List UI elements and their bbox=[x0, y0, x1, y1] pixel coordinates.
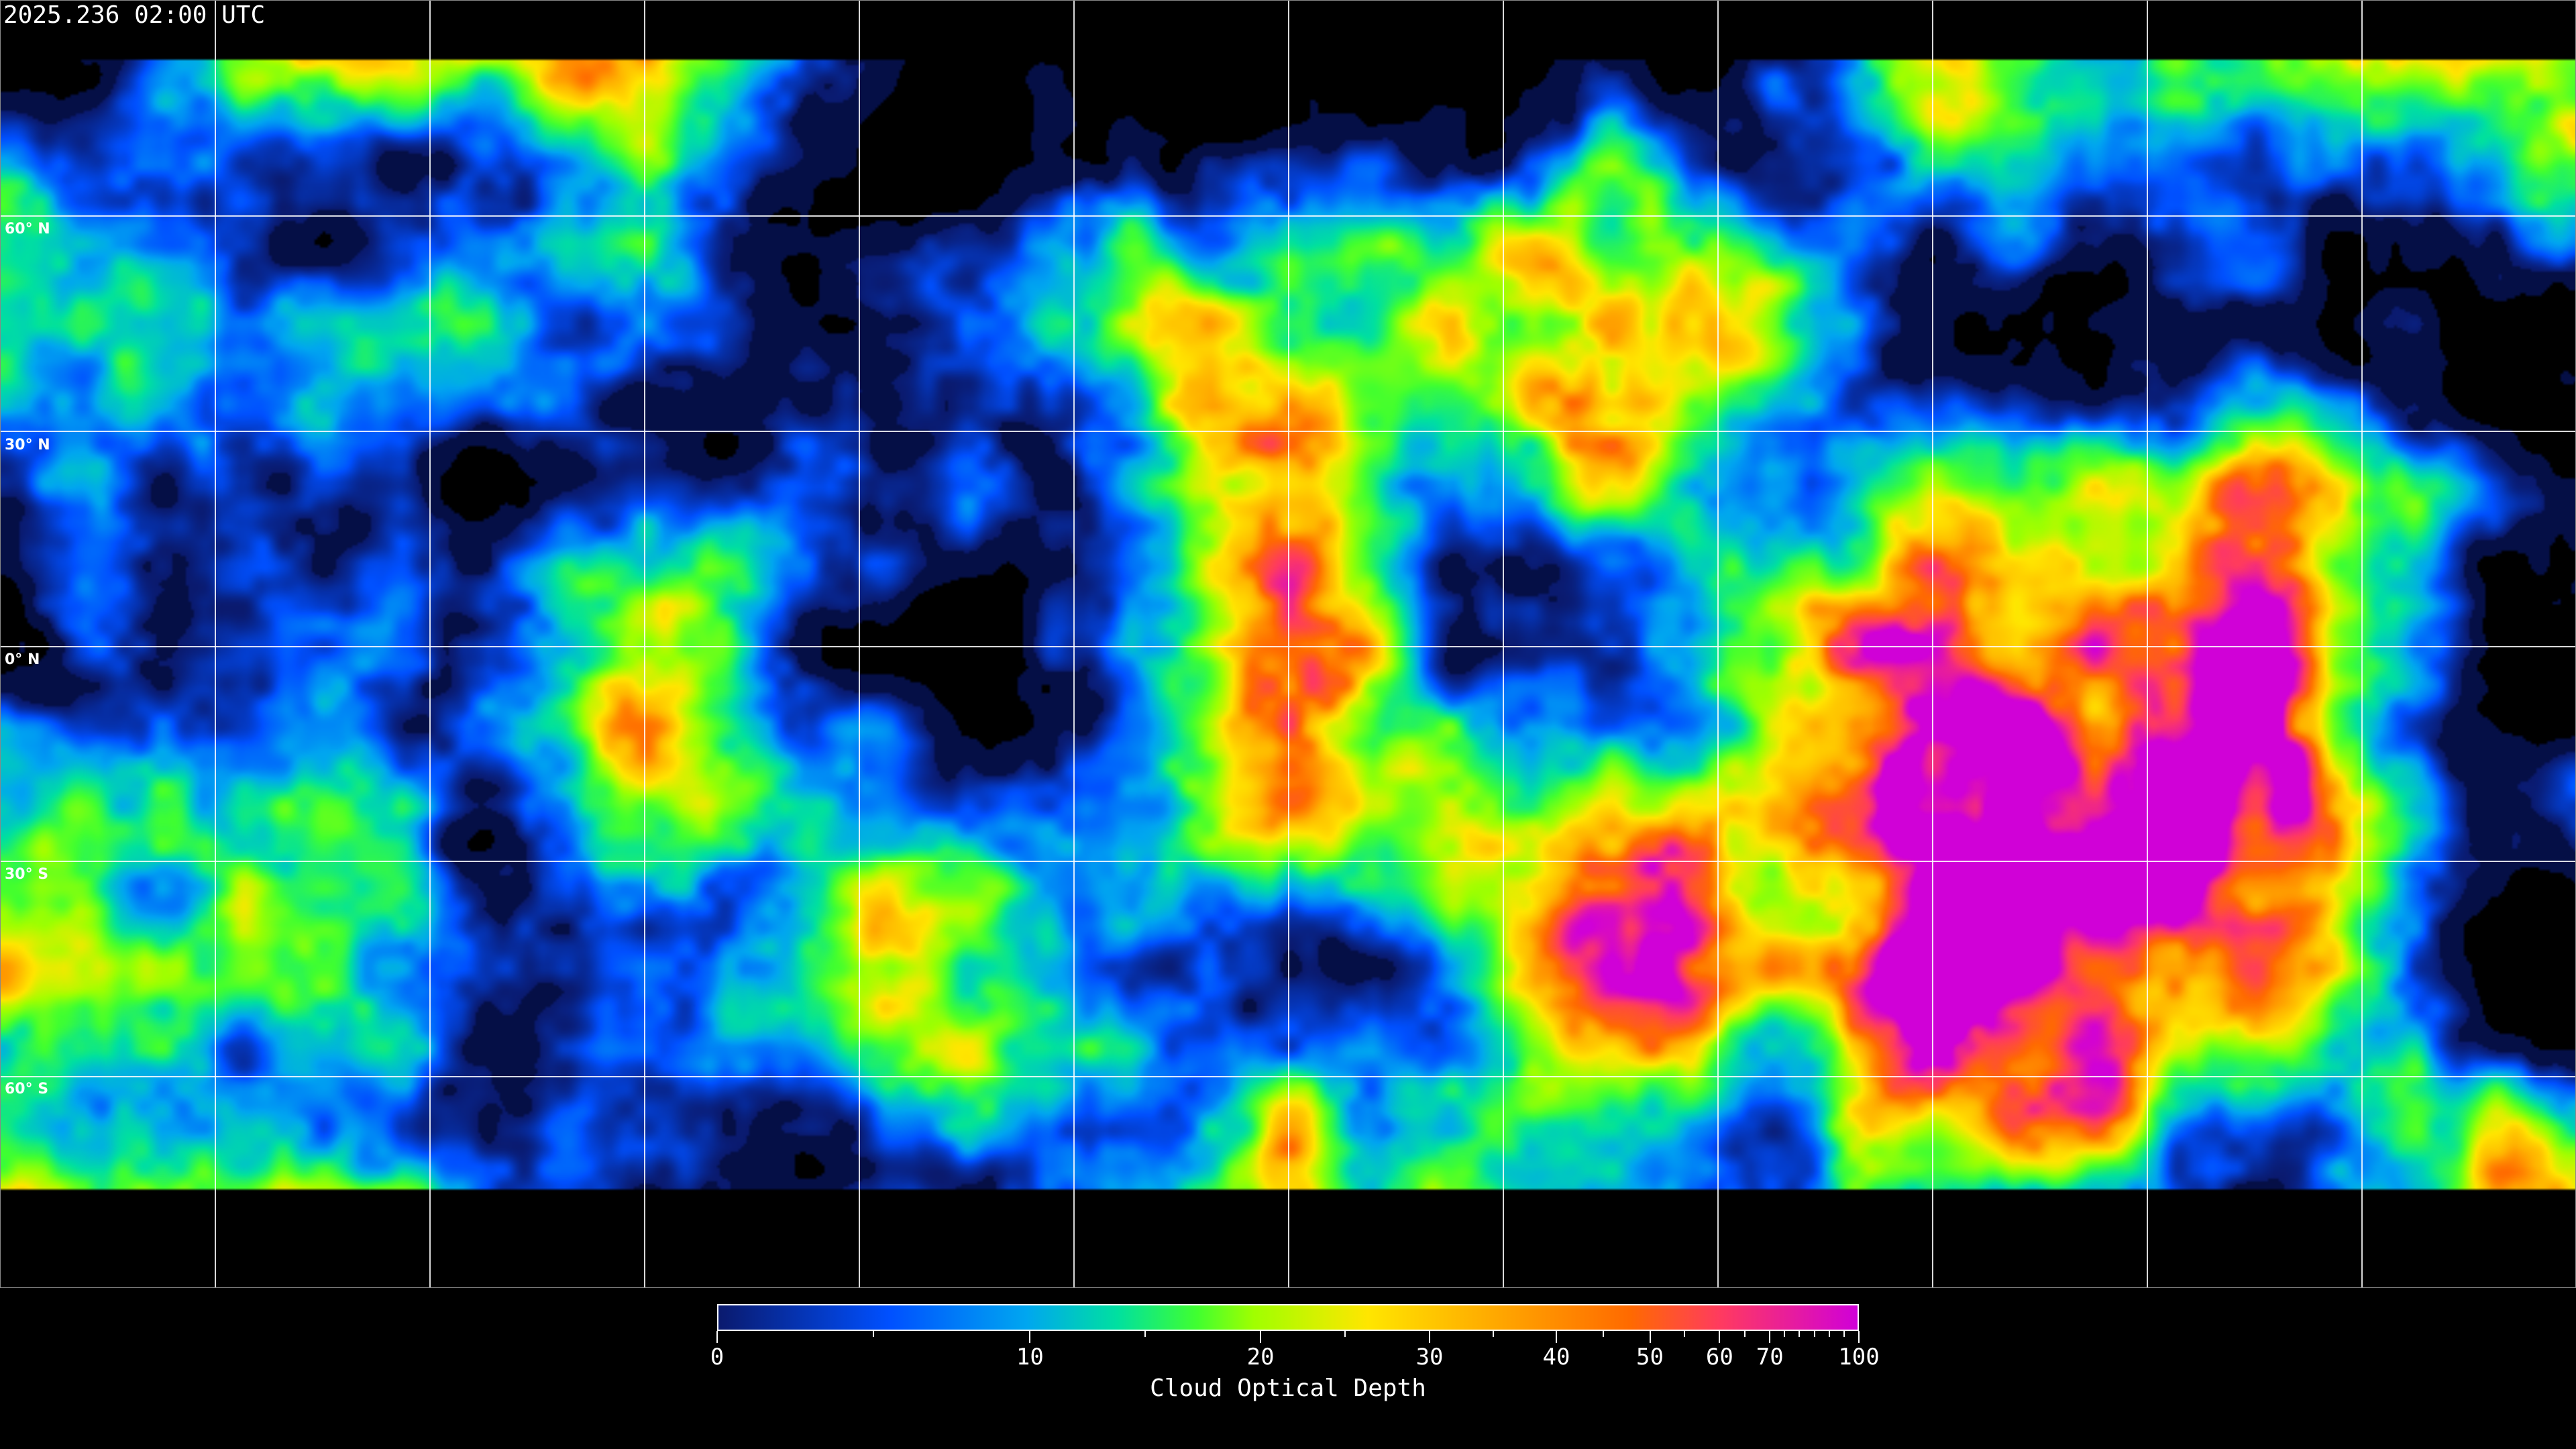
colorbar-minor-tick bbox=[1492, 1331, 1494, 1337]
colorbar-minor-tick bbox=[1828, 1331, 1830, 1337]
lat-label-60n: 60° N bbox=[5, 221, 50, 237]
cloud-optical-depth-map: 60° N 30° N 0° N 30° S 60° S 2025.236 02… bbox=[0, 0, 2576, 1288]
colorbar-major-tick bbox=[716, 1331, 718, 1343]
colorbar-major-tick bbox=[1719, 1331, 1721, 1343]
latitude-gridline bbox=[1, 645, 2575, 647]
colorbar-minor-tick bbox=[1602, 1331, 1604, 1337]
colorbar-major-tick bbox=[1649, 1331, 1651, 1343]
timestamp-title: 2025.236 02:00 UTC bbox=[3, 1, 266, 29]
longitude-gridline bbox=[2361, 1, 2363, 1287]
colorbar-tick-label: 0 bbox=[710, 1344, 724, 1371]
longitude-gridline bbox=[2147, 1, 2148, 1287]
longitude-gridline bbox=[1932, 1, 1933, 1287]
colorbar-tick-label: 30 bbox=[1415, 1344, 1444, 1371]
colorbar-minor-tick bbox=[1843, 1331, 1845, 1337]
colorbar-tick-label: 100 bbox=[1838, 1344, 1880, 1371]
lat-label-30n: 30° N bbox=[5, 437, 50, 453]
colorbar-major-tick bbox=[1029, 1331, 1031, 1343]
colorbar-tick-label: 50 bbox=[1636, 1344, 1664, 1371]
colorbar-minor-tick bbox=[873, 1331, 875, 1337]
colorbar-minor-tick bbox=[1684, 1331, 1686, 1337]
colorbar-major-tick bbox=[1858, 1331, 1860, 1343]
lat-label-60s: 60° S bbox=[5, 1081, 49, 1097]
colorbar-minor-tick bbox=[1144, 1331, 1146, 1337]
latitude-gridline bbox=[1, 1076, 2575, 1078]
colorbar-tick-label: 70 bbox=[1756, 1344, 1784, 1371]
colorbar-minor-tick bbox=[1344, 1331, 1346, 1337]
colorbar-minor-tick bbox=[1799, 1331, 1801, 1337]
lat-label-0n: 0° N bbox=[5, 651, 40, 668]
colorbar-major-tick bbox=[1769, 1331, 1771, 1343]
colorbar bbox=[717, 1304, 1859, 1331]
colorbar-major-tick bbox=[1555, 1331, 1557, 1343]
latitude-gridline bbox=[1, 861, 2575, 863]
colorbar-tick-label: 40 bbox=[1542, 1344, 1570, 1371]
longitude-gridline bbox=[859, 1, 860, 1287]
latitude-gridline bbox=[1, 430, 2575, 432]
longitude-gridline bbox=[429, 1, 431, 1287]
longitude-gridline bbox=[1288, 1, 1289, 1287]
colorbar-minor-tick bbox=[1784, 1331, 1786, 1337]
longitude-gridline bbox=[644, 1, 645, 1287]
longitude-gridline bbox=[1503, 1, 1504, 1287]
colorbar-major-tick bbox=[1260, 1331, 1262, 1343]
latitude-gridline bbox=[1, 215, 2575, 217]
colorbar-minor-tick bbox=[1743, 1331, 1746, 1337]
lat-label-30s: 30° S bbox=[5, 866, 49, 883]
colorbar-minor-tick bbox=[1813, 1331, 1815, 1337]
longitude-gridline bbox=[1073, 1, 1075, 1287]
colorbar-tick-label: 10 bbox=[1016, 1344, 1044, 1371]
longitude-gridline bbox=[215, 1, 216, 1287]
colorbar-tick-label: 60 bbox=[1705, 1344, 1733, 1371]
longitude-gridline bbox=[1717, 1, 1719, 1287]
colorbar-title: Cloud Optical Depth bbox=[1150, 1375, 1426, 1402]
colorbar-tick-label: 20 bbox=[1246, 1344, 1275, 1371]
colorbar-major-tick bbox=[1429, 1331, 1431, 1343]
